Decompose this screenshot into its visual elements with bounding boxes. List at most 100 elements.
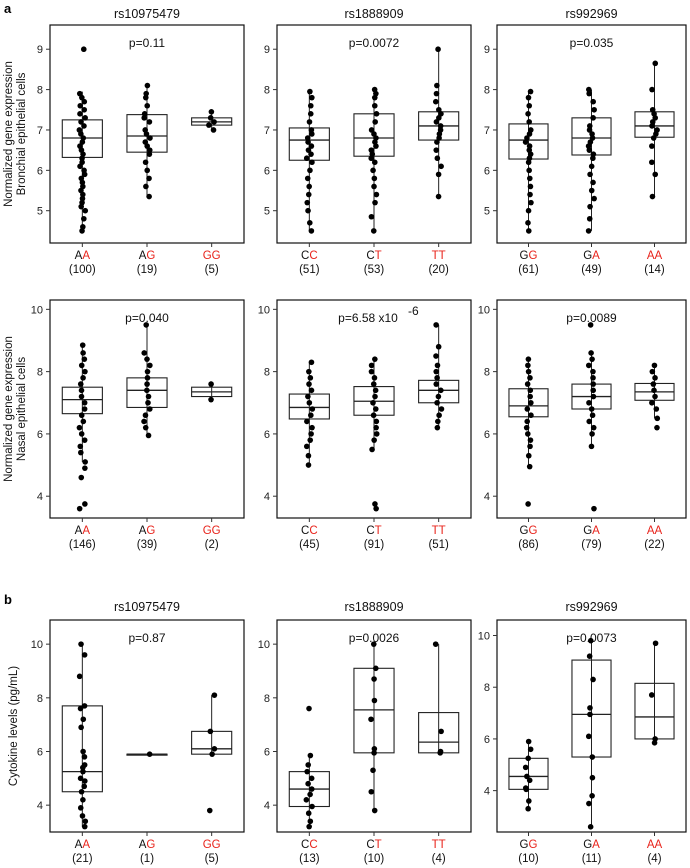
data-point: [591, 505, 597, 512]
data-point: [206, 122, 212, 128]
alternate-allele: T: [375, 525, 382, 537]
data-point: [526, 143, 533, 149]
data-point: [78, 203, 84, 210]
data-point: [653, 406, 660, 412]
data-point: [526, 777, 533, 784]
genotype-label: TT: [432, 250, 446, 262]
genotype-label: CC: [301, 250, 318, 262]
y-tick-label: 5: [37, 206, 43, 218]
data-point: [433, 147, 440, 153]
data-point: [146, 147, 153, 153]
data-point: [304, 175, 311, 182]
y-axis-label: Nasal epithelial cells: [16, 357, 28, 461]
data-point: [526, 119, 532, 125]
panel-title: rs10975479: [114, 7, 180, 21]
data-point: [527, 443, 533, 450]
data-point: [587, 637, 594, 644]
data-point: [586, 418, 593, 425]
y-tick-label: 7: [264, 125, 270, 137]
data-point: [144, 381, 150, 387]
data-point: [524, 406, 531, 412]
data-point: [371, 697, 378, 704]
data-point: [651, 740, 658, 746]
data-point: [80, 748, 86, 755]
group-2: AG (39): [126, 322, 168, 551]
group-3: AA (4): [634, 640, 675, 865]
data-point: [525, 220, 531, 226]
data-point: [526, 798, 532, 804]
data-point: [370, 381, 377, 387]
reference-allele: G: [583, 525, 592, 537]
data-point: [436, 115, 442, 121]
y-tick-label: 9: [484, 44, 490, 56]
data-point: [79, 195, 86, 202]
data-point: [82, 207, 89, 214]
data-point: [206, 807, 213, 814]
alternate-allele: AA: [647, 839, 663, 851]
data-point: [526, 167, 532, 174]
box: [288, 393, 330, 420]
data-point: [211, 746, 218, 752]
data-point: [589, 412, 596, 419]
data-point: [654, 415, 661, 422]
data-point: [79, 139, 86, 145]
data-point: [586, 90, 592, 97]
data-point: [142, 94, 149, 101]
data-point: [588, 163, 595, 170]
data-point: [146, 751, 153, 757]
data-point: [434, 155, 441, 162]
data-point: [81, 98, 88, 105]
y-axis-label: Bronchial epithelial cells: [16, 72, 28, 195]
data-point: [434, 399, 440, 406]
y-tick-label: 8: [264, 85, 270, 97]
data-point: [208, 108, 215, 115]
y-tick-label: 6: [264, 165, 270, 177]
data-point: [306, 368, 312, 375]
group-3: TT (51): [418, 322, 460, 551]
data-point: [305, 810, 312, 817]
row-ylabel-2: Normalized gene expression Nasal epitheli…: [3, 336, 28, 482]
data-point: [76, 505, 83, 512]
group-2: GA (49): [571, 86, 612, 276]
group-1: AA (100): [61, 46, 103, 276]
data-point: [371, 746, 378, 752]
data-point: [81, 123, 87, 129]
sample-count-label: (53): [364, 264, 385, 276]
data-point: [309, 159, 315, 166]
p-value-label: p=0.040: [125, 311, 169, 325]
y-tick-label: 8: [37, 693, 43, 705]
data-point: [309, 94, 315, 101]
data-point: [590, 393, 597, 400]
alternate-allele: A: [592, 839, 600, 851]
data-point: [81, 399, 88, 406]
data-point: [586, 653, 593, 659]
data-point: [591, 106, 597, 113]
data-point: [304, 199, 311, 206]
sample-count-label: (45): [299, 539, 320, 551]
data-point: [307, 752, 314, 759]
genotype-label: AA: [647, 250, 663, 262]
data-point: [373, 111, 380, 117]
y-tick-label: 8: [264, 367, 270, 379]
data-point: [368, 127, 375, 133]
data-point: [649, 86, 655, 93]
sample-count-label: (86): [518, 539, 539, 551]
data-point: [589, 793, 595, 799]
sample-count-label: (146): [69, 539, 96, 551]
group-1: GG (61): [508, 88, 549, 276]
data-point: [371, 183, 377, 190]
genotype-label: GG: [520, 250, 538, 262]
data-point: [435, 343, 442, 350]
group-1: CC (13): [288, 705, 330, 865]
data-point: [81, 823, 88, 830]
sample-count-label: (19): [137, 264, 158, 276]
y-tick-label: 5: [484, 206, 490, 218]
data-point: [77, 102, 84, 109]
data-point: [78, 474, 85, 481]
data-point: [589, 131, 595, 137]
data-point: [211, 119, 217, 125]
panel-title: rs10975479: [114, 600, 180, 614]
data-point: [309, 424, 315, 431]
